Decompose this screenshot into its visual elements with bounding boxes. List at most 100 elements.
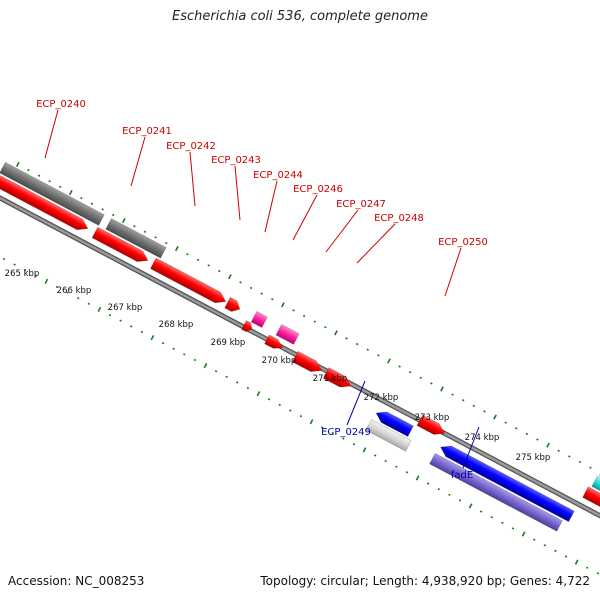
gene-ECP_0250-label: ECP_0250 (438, 237, 488, 248)
forward-tick (472, 404, 476, 408)
forward-tick (48, 180, 51, 183)
reverse-tick (150, 334, 155, 341)
kbp-label: 273 kbp (415, 413, 450, 423)
reverse-tick (193, 358, 197, 362)
gene-ECP_0246-label: ECP_0246 (293, 184, 343, 195)
forward-tick (186, 253, 189, 256)
forward-tick (504, 421, 507, 424)
gene-ECP_0241-label: ECP_0241 (122, 126, 172, 137)
gene-ECP_0247-label: ECP_0247 (336, 199, 386, 210)
cds-ECP_0240 (0, 174, 89, 231)
reverse-tick (13, 263, 16, 266)
forward-tick (525, 432, 529, 436)
forward-tick (398, 365, 401, 368)
forward-tick (154, 236, 157, 239)
reverse-tick (501, 521, 504, 525)
kbp-label: 267 kbp (108, 303, 143, 313)
forward-tick (313, 320, 316, 323)
reverse-tick (278, 403, 281, 407)
gene-ECP_0246-leader (292, 194, 318, 241)
reverse-tick (395, 465, 398, 468)
kbp-labels: 265 kbp 266 kbp 267 kbp 268 kbp 269 kbp 270 k… (5, 269, 551, 463)
reverse-tick (299, 414, 303, 418)
gray-feature (105, 218, 167, 259)
kbp-label: 266 kbp (57, 286, 92, 296)
forward-tick (536, 438, 539, 441)
gene-ECP_0242-leader (189, 151, 196, 207)
gene-ECP_0242-label: ECP_0242 (166, 141, 216, 152)
reverse-tick (320, 426, 324, 429)
forward-tick (514, 427, 518, 430)
feature-ECP_0249-misc (365, 419, 412, 452)
cds-ECP_0243 (224, 296, 241, 312)
forward-tick (324, 326, 327, 329)
reverse-tick (543, 544, 547, 547)
gene-ECP_0240-leader (44, 109, 59, 159)
gene-ECP_0248-leader (356, 223, 396, 264)
reverse-tick (140, 330, 144, 334)
reverse-tick (214, 370, 218, 373)
reverse-tick (426, 482, 430, 485)
forward-tick (111, 213, 115, 217)
forward-tick (578, 460, 582, 464)
forward-tick (37, 174, 41, 177)
forward-tick (292, 309, 295, 312)
tick-marks (2, 161, 600, 575)
gene-ECP_0243-leader (234, 165, 241, 221)
reverse-tick (458, 499, 462, 502)
cds-ECP_0242 (150, 257, 227, 304)
reverse-tick (34, 274, 38, 277)
kbp-label: 265 kbp (5, 269, 40, 279)
reverse-tick (468, 503, 473, 509)
gene-ECP_0249-leader (346, 380, 366, 426)
cyan-feature (591, 475, 600, 512)
reverse-tick (66, 291, 69, 294)
reverse-tick (44, 278, 49, 284)
gene-ECP_0244-label: ECP_0244 (253, 170, 303, 181)
cds-ECP_0246b (264, 334, 284, 349)
reverse-tick (2, 257, 6, 261)
reverse-tick (172, 347, 175, 350)
kbp-label: 268 kbp (159, 320, 194, 330)
forward-tick (174, 246, 179, 252)
reverse-tick (182, 353, 186, 356)
forward-tick (377, 354, 380, 357)
reverse-tick (55, 285, 59, 289)
feature-ECP_0244 (250, 310, 268, 328)
forward-tick (366, 348, 370, 351)
reverse-tick (437, 487, 441, 491)
forward-tick (387, 358, 391, 364)
forward-tick (249, 286, 253, 290)
forward-tick (133, 225, 136, 228)
forward-tick (80, 196, 83, 200)
forward-tick (589, 466, 592, 469)
forward-tick (101, 208, 104, 211)
forward-tick (218, 269, 221, 273)
forward-tick (239, 281, 242, 284)
reverse-tick (108, 313, 112, 317)
reverse-tick (76, 297, 80, 300)
forward-tick (493, 414, 497, 420)
forward-tick (546, 442, 550, 448)
cds-ECP_0247 (291, 350, 323, 372)
reverse-tick (97, 306, 102, 313)
gene-labels: ECP_0240 ECP_0241 ECP_0242 ECP_0243 ECP_0244… (36, 99, 488, 481)
feature-fadE-misc (429, 452, 563, 532)
forward-tick (440, 386, 444, 392)
reverse-tick (596, 572, 600, 575)
reverse-tick (490, 516, 494, 519)
forward-tick (419, 376, 423, 379)
cds-small (241, 320, 253, 332)
forward-tick (196, 258, 200, 262)
forward-tick (207, 264, 210, 267)
reverse-tick (448, 493, 451, 496)
cds-ECP_0241 (91, 226, 149, 262)
gene-ECP_0249-label: ECP_0249 (321, 427, 371, 438)
forward-tick (90, 202, 94, 205)
gene-ECP_0243-label: ECP_0243 (211, 155, 261, 166)
gene-ECP_0241-leader (130, 136, 146, 187)
reverse-tick (203, 363, 208, 369)
forward-tick (355, 342, 359, 346)
reverse-tick (384, 459, 388, 463)
kbp-label: 270 kbp (262, 356, 297, 366)
